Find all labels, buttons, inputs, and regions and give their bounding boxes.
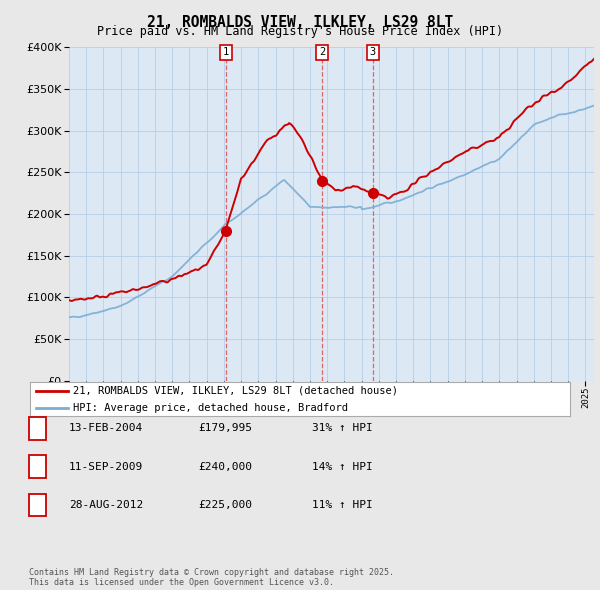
Text: 14% ↑ HPI: 14% ↑ HPI (312, 462, 373, 471)
Text: 3: 3 (370, 47, 376, 57)
Text: 21, ROMBALDS VIEW, ILKLEY, LS29 8LT: 21, ROMBALDS VIEW, ILKLEY, LS29 8LT (147, 15, 453, 30)
Text: 11-SEP-2009: 11-SEP-2009 (69, 462, 143, 471)
Text: 28-AUG-2012: 28-AUG-2012 (69, 500, 143, 510)
Text: 13-FEB-2004: 13-FEB-2004 (69, 424, 143, 433)
Text: 31% ↑ HPI: 31% ↑ HPI (312, 424, 373, 433)
Text: 1: 1 (34, 424, 41, 433)
Text: Contains HM Land Registry data © Crown copyright and database right 2025.
This d: Contains HM Land Registry data © Crown c… (29, 568, 394, 587)
Text: Price paid vs. HM Land Registry's House Price Index (HPI): Price paid vs. HM Land Registry's House … (97, 25, 503, 38)
Text: 2: 2 (34, 462, 41, 471)
Text: 1: 1 (223, 47, 229, 57)
Text: 2: 2 (319, 47, 325, 57)
Text: 11% ↑ HPI: 11% ↑ HPI (312, 500, 373, 510)
Text: £240,000: £240,000 (198, 462, 252, 471)
Text: HPI: Average price, detached house, Bradford: HPI: Average price, detached house, Brad… (73, 402, 348, 412)
Text: £225,000: £225,000 (198, 500, 252, 510)
Text: £179,995: £179,995 (198, 424, 252, 433)
Text: 3: 3 (34, 500, 41, 510)
Text: 21, ROMBALDS VIEW, ILKLEY, LS29 8LT (detached house): 21, ROMBALDS VIEW, ILKLEY, LS29 8LT (det… (73, 386, 398, 396)
